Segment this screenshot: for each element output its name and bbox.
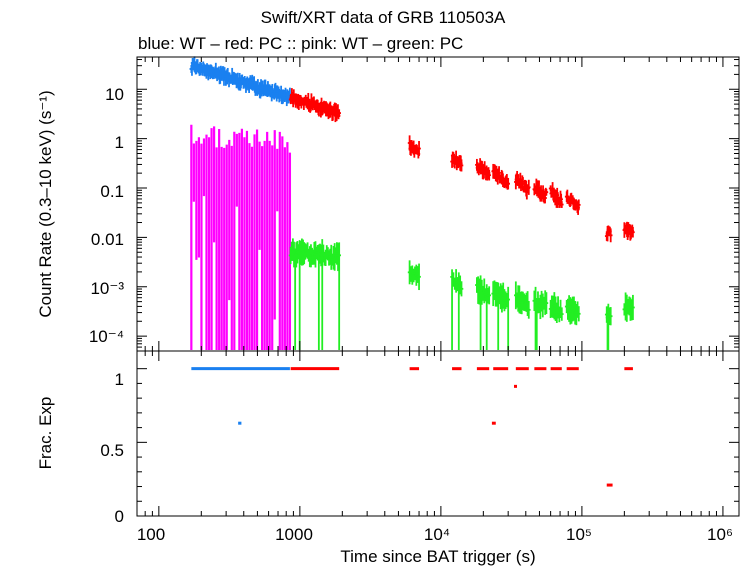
x-tick-label: 10⁴ [424,525,450,544]
y-tick-label: 1 [115,133,124,152]
x-tick-label: 10⁵ [566,525,592,544]
y-tick-label: 0.1 [100,182,124,201]
y-tick-label: 0.5 [100,441,124,460]
tick-marks [136,57,739,517]
y-tick-label: 1 [115,370,124,389]
y-axis-label-frac-exp: Frac. Exp [36,397,55,470]
y-tick-label: 0 [115,507,124,526]
x-tick-label: 1000 [275,525,313,544]
y-tick-label: 0.01 [91,230,124,249]
data-marks [189,56,635,487]
chart-title: Swift/XRT data of GRB 110503A [261,8,506,27]
y-tick-label: 10⁻⁴ [89,327,124,346]
x-axis-label: Time since BAT trigger (s) [340,547,535,566]
y-tick-label: 10⁻³ [90,279,124,298]
frac-exp-panel-frame [136,350,740,517]
y-tick-label: 10 [105,85,124,104]
chart-subtitle: blue: WT – red: PC :: pink: WT – green: … [138,34,463,53]
x-tick-label: 10⁶ [707,525,733,544]
x-tick-label: 100 [137,525,165,544]
y-axis-label-count-rate: Count Rate (0.3–10 keV) (s⁻¹) [36,90,55,317]
